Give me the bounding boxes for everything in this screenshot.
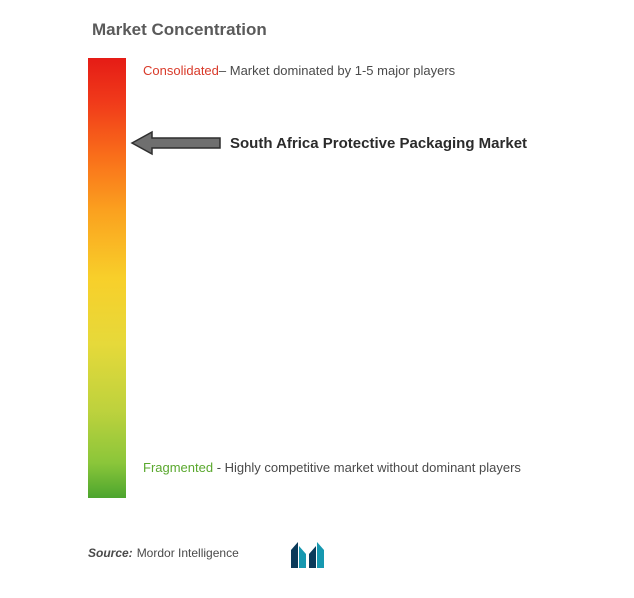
market-name-label: South Africa Protective Packaging Market (230, 135, 527, 152)
concentration-gradient-bar (88, 58, 126, 498)
fragmented-dash: - (213, 460, 225, 475)
fragmented-annotation: Fragmented - Highly competitive market w… (143, 458, 521, 479)
source-attribution: Source: Mordor Intelligence (88, 546, 239, 560)
mordor-logo-icon (290, 540, 326, 570)
source-prefix: Source: (88, 546, 133, 560)
market-pointer: South Africa Protective Packaging Market (130, 130, 527, 156)
chart-area: Consolidated– Market dominated by 1-5 ma… (88, 58, 634, 498)
consolidated-annotation: Consolidated– Market dominated by 1-5 ma… (143, 62, 455, 80)
consolidated-label: Consolidated (143, 63, 219, 78)
fragmented-desc: Highly competitive market without domina… (225, 460, 521, 475)
page-title: Market Concentration (92, 20, 634, 40)
source-name: Mordor Intelligence (137, 546, 239, 560)
infographic-container: Market Concentration Consolidated– (0, 0, 634, 598)
consolidated-desc: Market dominated by 1-5 major players (226, 63, 455, 78)
fragmented-label: Fragmented (143, 460, 213, 475)
arrow-left-icon (130, 130, 222, 156)
